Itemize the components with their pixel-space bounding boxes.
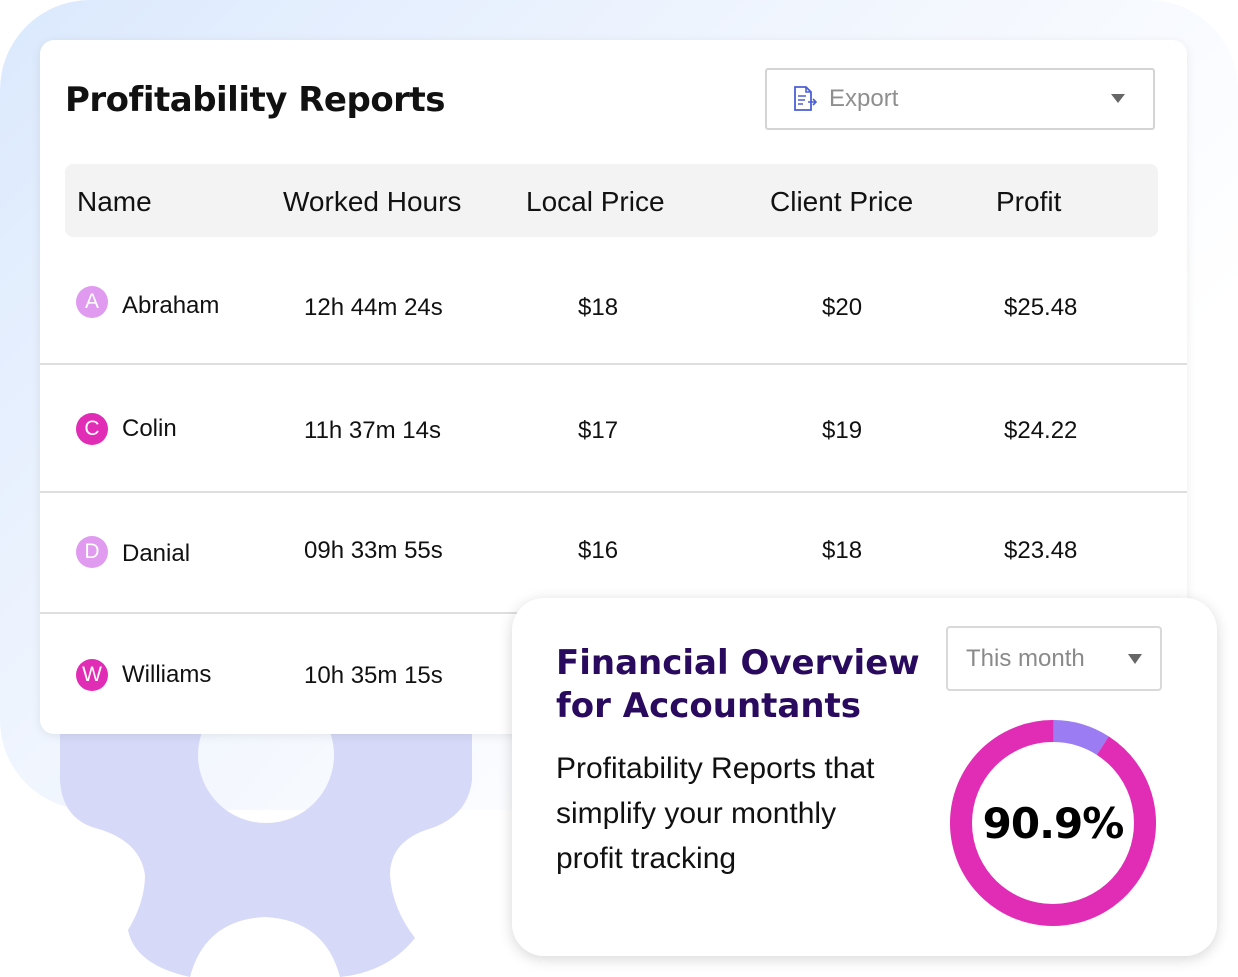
column-header-client-price: Client Price <box>770 186 914 217</box>
document-export-icon <box>791 85 817 113</box>
overview-title-line-2: for Accountants <box>556 686 862 726</box>
avatar: A <box>76 286 108 318</box>
row-worked-hours: 12h 44m 24s <box>304 294 443 321</box>
row-local-price: $17 <box>578 417 619 444</box>
overview-title: Financial Overview for Accountants <box>556 642 936 728</box>
financial-overview-card: Financial Overview for Accountants Profi… <box>512 598 1217 956</box>
row-name: Danial <box>122 540 191 567</box>
column-header-local-price: Local Price <box>526 186 665 217</box>
table-header: Name Worked Hours Local Price Client Pri… <box>65 164 1158 237</box>
export-dropdown[interactable]: Export <box>765 68 1155 130</box>
row-client-price: $18 <box>822 537 863 564</box>
row-local-price: $18 <box>578 294 619 321</box>
avatar: C <box>76 413 108 445</box>
table-row[interactable]: A Abraham 12h 44m 24s $18 $20 $25.48 <box>40 237 1187 365</box>
avatar: D <box>76 536 108 568</box>
overview-title-line-1: Financial Overview <box>556 643 920 683</box>
overview-description-line-3: profit tracking <box>556 842 737 875</box>
overview-description-line-2: simplify your monthly <box>556 797 837 830</box>
donut-primary-arc <box>950 720 1156 926</box>
column-header-profit: Profit <box>996 186 1062 217</box>
table-row[interactable]: W Williams 10h 35m 15s <box>40 614 1187 734</box>
row-name: Williams <box>122 661 212 688</box>
row-worked-hours: 09h 33m 55s <box>304 537 443 564</box>
donut-value: 90.9% <box>982 798 1125 848</box>
row-profit: $25.48 <box>1004 294 1078 321</box>
overview-description: Profitability Reports that simplify your… <box>556 746 936 881</box>
table-row[interactable]: D Danial 09h 33m 55s $16 $18 $23.48 <box>40 493 1187 614</box>
overview-description-line-1: Profitability Reports that <box>556 752 875 785</box>
export-label: Export <box>829 85 899 112</box>
row-client-price: $19 <box>822 417 863 444</box>
row-profit: $23.48 <box>1004 537 1078 564</box>
period-select-label: This month <box>966 644 1085 672</box>
gear-icon <box>60 686 472 977</box>
chevron-down-icon <box>1111 94 1125 103</box>
card-title: Profitability Reports <box>65 80 445 120</box>
column-header-worked-hours: Worked Hours <box>283 186 462 217</box>
row-name: Colin <box>122 415 177 442</box>
profit-donut-chart: 90.9% <box>948 718 1158 928</box>
row-client-price: $20 <box>822 294 863 321</box>
avatar: W <box>76 659 108 691</box>
column-header-name: Name <box>77 186 152 217</box>
row-local-price: $16 <box>578 537 619 564</box>
table-row[interactable]: C Colin 11h 37m 14s $17 $19 $24.22 <box>40 365 1187 493</box>
chevron-down-icon <box>1128 654 1142 664</box>
donut-svg <box>950 720 1156 926</box>
period-select[interactable]: This month <box>946 626 1162 691</box>
row-worked-hours: 11h 37m 14s <box>304 417 441 444</box>
row-name: Abraham <box>122 292 220 319</box>
row-profit: $24.22 <box>1004 417 1078 444</box>
row-worked-hours: 10h 35m 15s <box>304 662 443 689</box>
